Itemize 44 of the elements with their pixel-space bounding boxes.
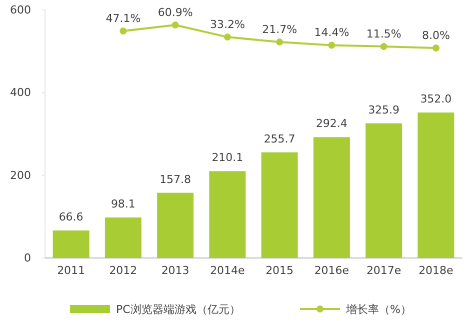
data-label: 325.9 [368, 103, 400, 116]
data-label: 352.0 [420, 92, 452, 106]
x-tick-label: 2016e [314, 264, 350, 277]
data-label: 21.7% [262, 23, 298, 36]
point [380, 42, 388, 50]
data-label: 33.2% [210, 18, 245, 32]
data-label: 255.7 [264, 132, 296, 146]
legend-label: 增长率（%） [345, 303, 412, 316]
x-tick-label: 2017e [366, 264, 402, 277]
data-label: 14.4% [314, 26, 350, 40]
point [328, 42, 336, 49]
bar [52, 230, 90, 258]
point [172, 22, 179, 28]
bar [261, 152, 298, 258]
point [276, 38, 284, 46]
bar [418, 112, 454, 258]
data-label: 11.5% [366, 27, 402, 40]
x-tick-label: 2018e [418, 264, 454, 277]
x-tick-label: 2011 [57, 264, 86, 277]
data-label: 8.0% [422, 29, 450, 42]
data-label: 210.1 [212, 151, 244, 164]
data-label: 66.6 [58, 210, 84, 224]
x-tick-label: 2012 [109, 264, 138, 277]
y-tick-label: 400 [10, 86, 31, 100]
point [432, 44, 440, 52]
data-label: 47.1% [106, 12, 141, 25]
bar [104, 217, 142, 258]
data-label: 292.4 [316, 117, 348, 130]
y-tick-label: 200 [10, 168, 31, 182]
bar [157, 192, 194, 258]
point [120, 28, 127, 34]
data-label: 157.8 [160, 172, 192, 186]
bar [313, 137, 350, 258]
data-label: 98.1 [110, 197, 136, 210]
x-tick-label: 2013 [161, 264, 190, 277]
y-tick-label: 600 [10, 4, 31, 17]
data-label: 60.9% [158, 6, 193, 19]
bar [366, 123, 402, 258]
point [224, 34, 231, 41]
x-tick-label: 2014e [210, 264, 246, 277]
legend-label: PC浏览器端游戏（亿元） [116, 303, 240, 316]
bar [209, 171, 246, 258]
x-tick-label: 2015 [266, 264, 294, 277]
y-tick-label: 0 [24, 252, 31, 265]
